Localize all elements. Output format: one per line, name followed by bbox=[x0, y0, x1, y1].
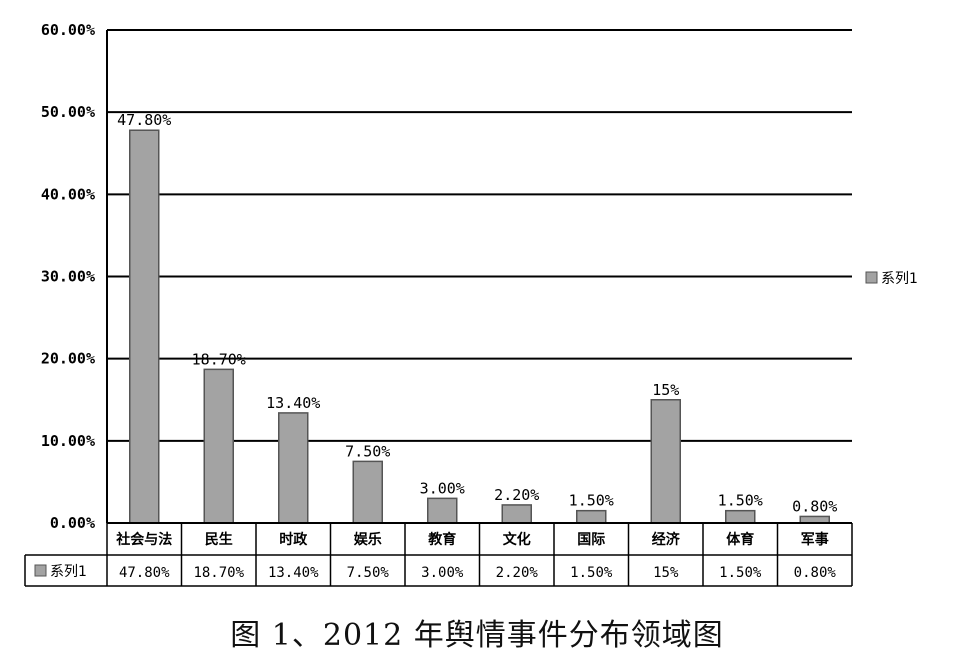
category-label: 军事 bbox=[801, 531, 829, 548]
grid-lines bbox=[106, 29, 852, 523]
table-value: 13.40% bbox=[268, 565, 319, 581]
table-value: 1.50% bbox=[570, 565, 613, 581]
category-label: 时政 bbox=[279, 531, 308, 548]
bar bbox=[203, 368, 234, 524]
category-label: 体育 bbox=[726, 531, 754, 548]
table-value: 18.70% bbox=[193, 565, 244, 581]
data-label: 13.40% bbox=[266, 394, 320, 412]
data-label: 18.70% bbox=[192, 350, 246, 368]
data-label: 1.50% bbox=[569, 492, 614, 510]
category-label: 教育 bbox=[428, 531, 456, 548]
bar bbox=[129, 129, 160, 524]
y-tick-label: 0.00% bbox=[50, 514, 95, 532]
y-axis-ticks: 0.00% 10.00% 20.00% 30.00% 40.00% 50.00% 60.00… bbox=[41, 21, 95, 532]
legend-label: 系列1 bbox=[881, 271, 918, 287]
y-tick-label: 50.00% bbox=[41, 103, 95, 121]
data-label: 15% bbox=[652, 381, 679, 399]
table-value: 2.20% bbox=[496, 565, 539, 581]
bars bbox=[129, 129, 830, 524]
bar bbox=[650, 399, 681, 524]
y-tick-label: 30.00% bbox=[41, 268, 95, 286]
bar bbox=[352, 460, 383, 524]
y-tick-label: 10.00% bbox=[41, 432, 95, 450]
category-label: 民生 bbox=[205, 531, 233, 548]
legend: 系列1 bbox=[865, 271, 918, 287]
data-label: 2.20% bbox=[494, 486, 539, 504]
category-label: 文化 bbox=[503, 531, 531, 548]
category-label: 国际 bbox=[577, 532, 605, 548]
table-series-swatch bbox=[34, 564, 47, 577]
bar bbox=[278, 412, 309, 524]
bar bbox=[576, 509, 607, 524]
table-value: 15% bbox=[653, 565, 679, 581]
bar bbox=[427, 497, 458, 524]
data-labels: 47.80% 18.70% 13.40% 7.50% 3.00% 2.20% 1.50% 15… bbox=[117, 111, 837, 515]
category-label: 经济 bbox=[652, 531, 681, 548]
data-label: 47.80% bbox=[117, 111, 171, 129]
y-tick-label: 60.00% bbox=[41, 21, 95, 39]
table-value: 3.00% bbox=[421, 565, 464, 581]
figure-caption: 图 1、2012 年舆情事件分布领域图 bbox=[230, 618, 724, 653]
bar bbox=[725, 509, 756, 524]
data-label: 1.50% bbox=[718, 492, 763, 510]
data-label: 3.00% bbox=[420, 479, 465, 497]
bar-chart: 0.00% 10.00% 20.00% 30.00% 40.00% 50.00% 60.00… bbox=[24, 21, 918, 587]
table-value: 7.50% bbox=[347, 565, 390, 581]
data-label: 7.50% bbox=[345, 442, 390, 460]
bar bbox=[501, 504, 532, 524]
category-label: 娱乐 bbox=[354, 531, 382, 548]
legend-swatch bbox=[865, 271, 878, 284]
data-table: 社会与法 47.80% 民生 18.70% 时政 13.40% 娱乐 7.50% 教育 3.00%… bbox=[24, 522, 853, 587]
y-tick-label: 40.00% bbox=[41, 185, 95, 203]
category-label: 社会与法 bbox=[115, 531, 172, 548]
table-value: 47.80% bbox=[119, 565, 170, 581]
y-tick-label: 20.00% bbox=[41, 350, 95, 368]
table-series-name: 系列1 bbox=[50, 564, 87, 580]
table-value: 0.80% bbox=[794, 565, 837, 581]
table-value: 1.50% bbox=[719, 565, 762, 581]
data-label: 0.80% bbox=[792, 497, 837, 515]
